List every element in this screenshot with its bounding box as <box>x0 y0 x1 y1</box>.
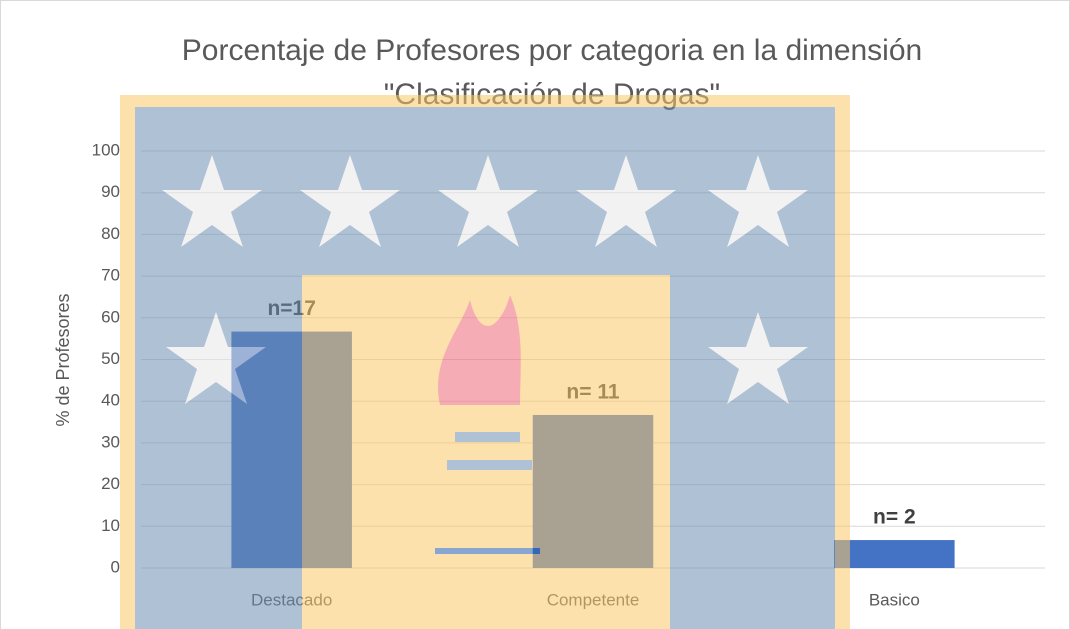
y-tick-label: 100 <box>92 140 120 159</box>
annotation: n=17 <box>267 297 315 320</box>
annotation: n= 11 <box>566 381 619 404</box>
y-axis-label: % de Profesores <box>53 293 73 426</box>
y-tick-label: 50 <box>101 349 120 368</box>
y-tick-label: 40 <box>101 391 120 410</box>
bar <box>231 331 352 568</box>
y-tick-label: 60 <box>101 307 120 326</box>
chart-title: "Clasificación de Drogas" <box>384 78 720 111</box>
y-tick-label: 90 <box>101 182 120 201</box>
bar <box>532 414 654 568</box>
y-tick-label: 80 <box>101 224 120 243</box>
x-tick-label: Destacado <box>251 590 332 609</box>
bar <box>834 540 955 568</box>
annotation: n= 2 <box>873 506 916 529</box>
y-tick-label: 70 <box>101 266 120 285</box>
x-tick-label: Competente <box>547 590 640 609</box>
x-tick-label: Basico <box>869 590 920 609</box>
y-tick-label: 20 <box>101 474 120 493</box>
y-tick-label: 10 <box>101 516 120 535</box>
y-tick-label: 30 <box>101 432 120 451</box>
y-tick-label: 0 <box>111 557 120 576</box>
chart-title: Porcentaje de Profesores por categoria e… <box>182 34 922 67</box>
